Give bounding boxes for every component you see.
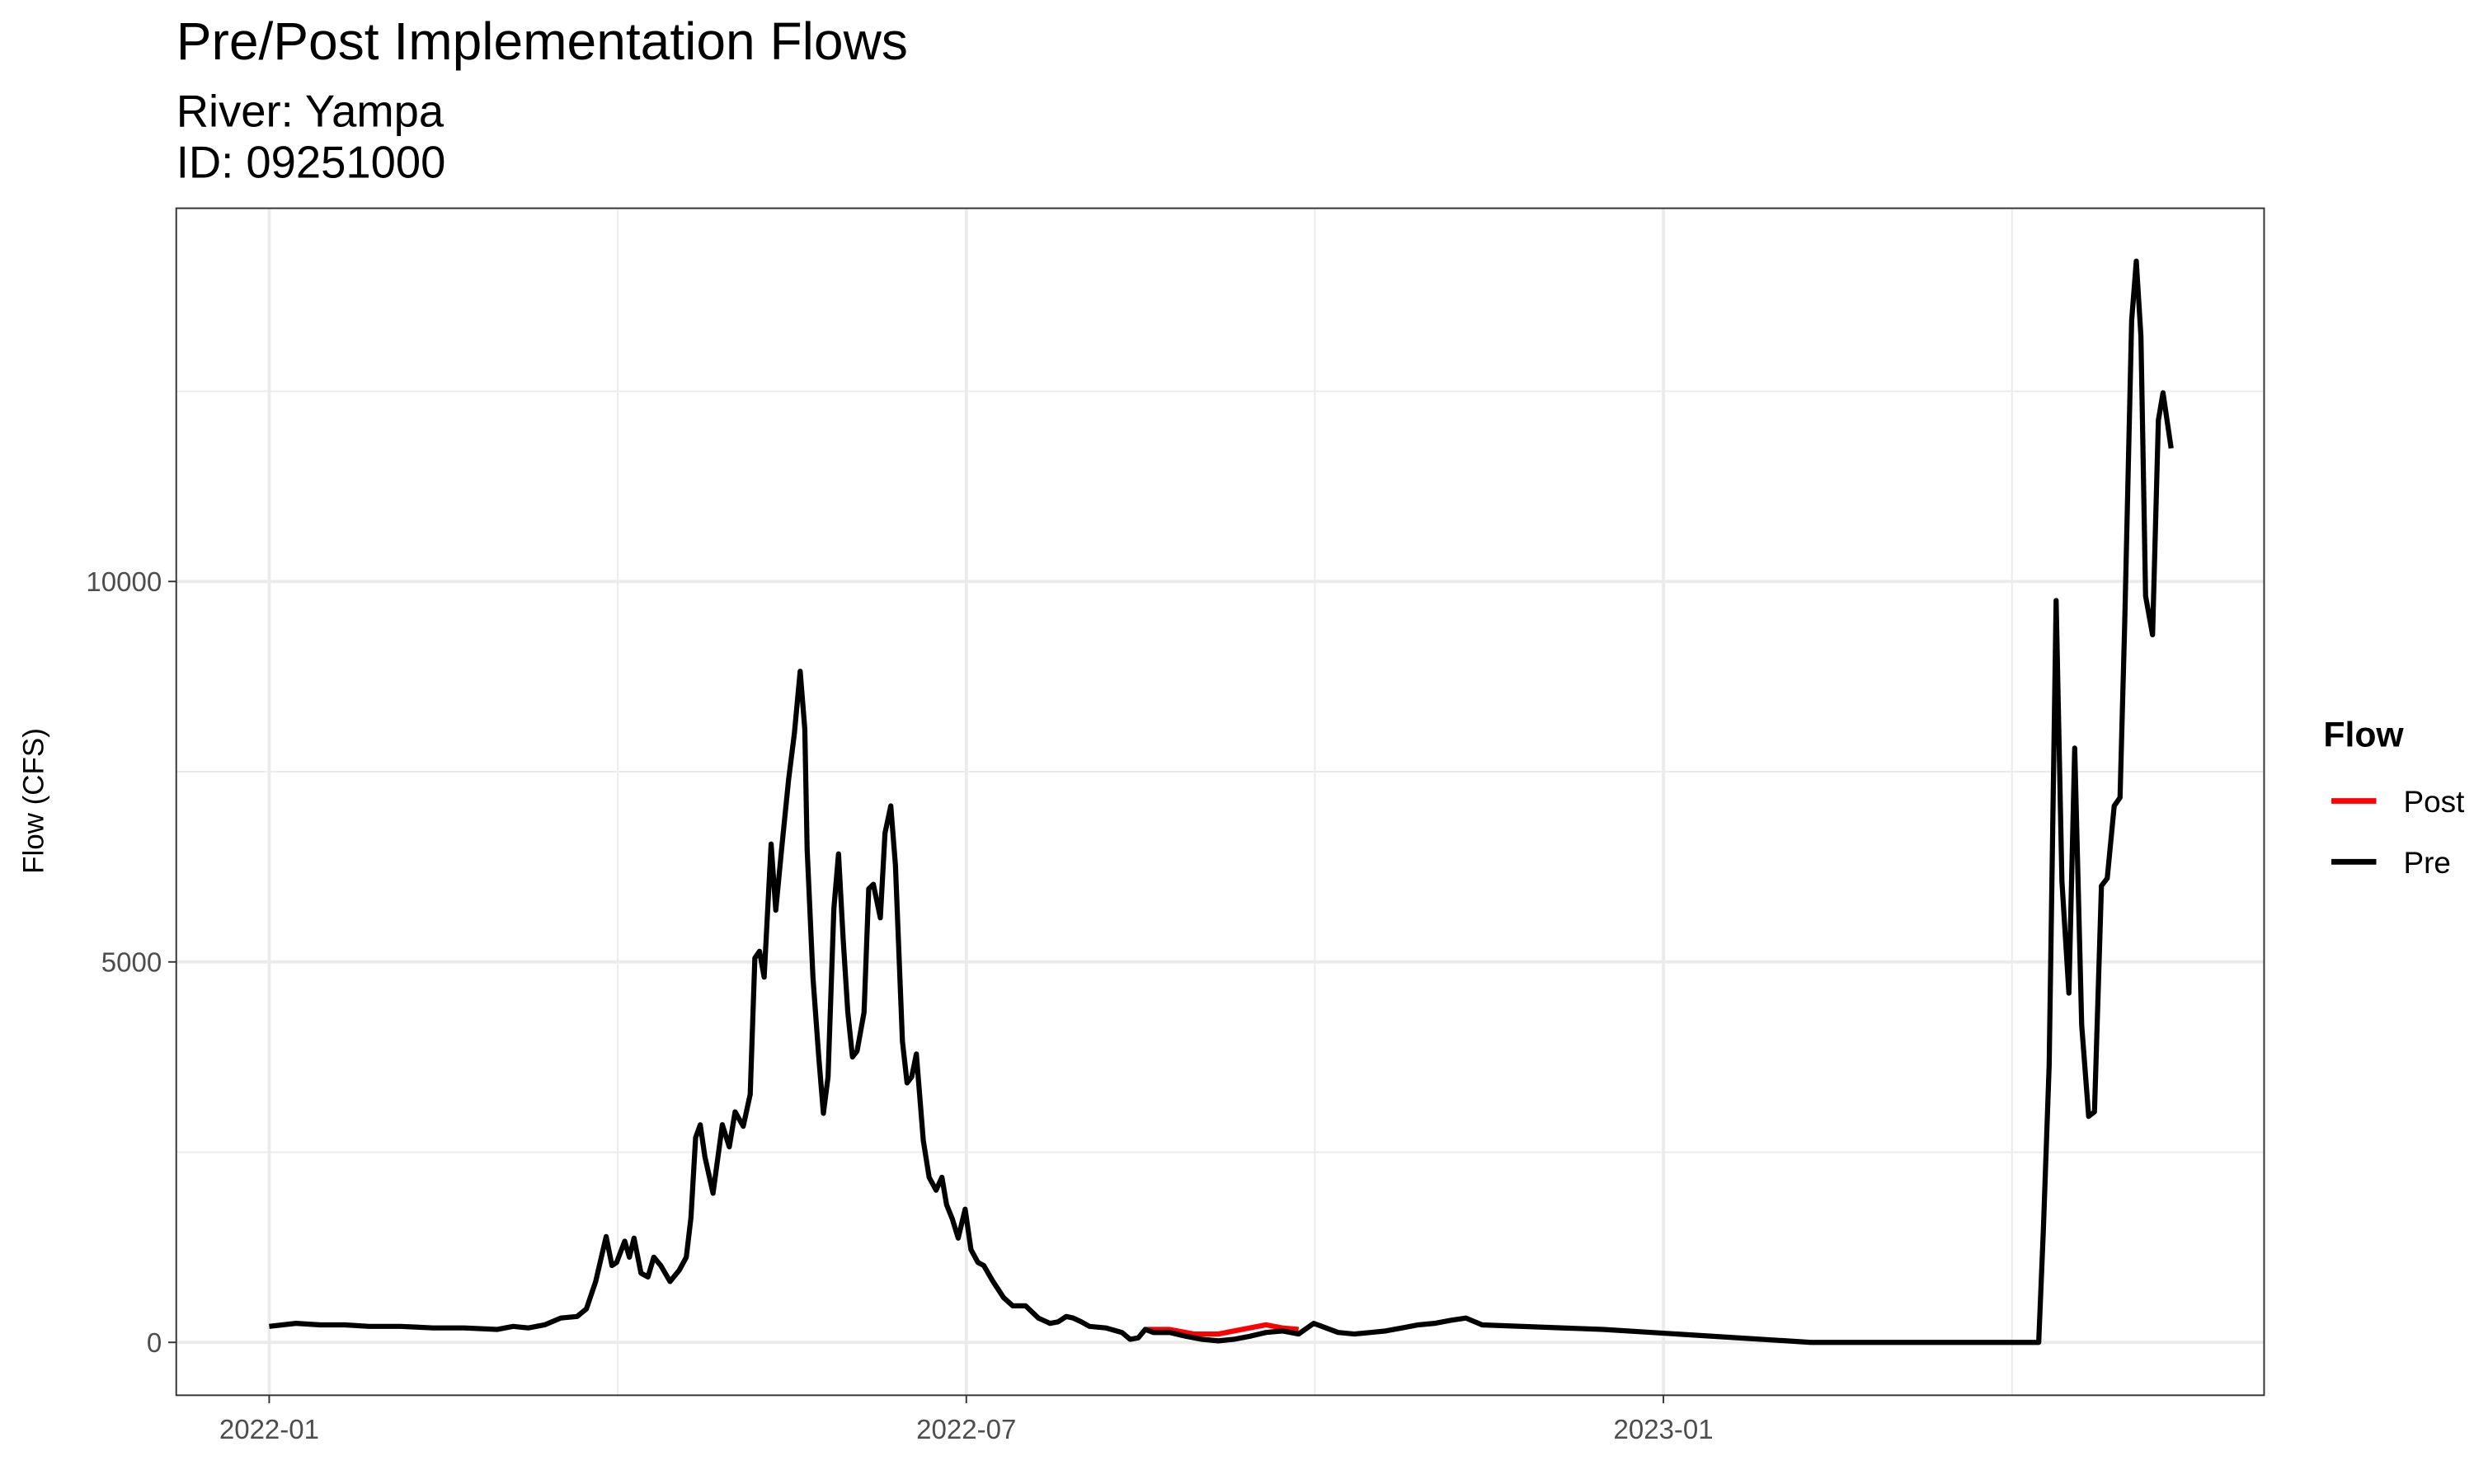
plot-background bbox=[176, 208, 2265, 1396]
x-tick-label: 2022-01 bbox=[219, 1414, 319, 1444]
chart-subtitle: ID: 09251000 bbox=[176, 138, 446, 188]
plot-border bbox=[175, 207, 2265, 1397]
y-tick-label: 5000 bbox=[101, 946, 162, 977]
series-line bbox=[269, 258, 2174, 1345]
y-tick-label: 0 bbox=[147, 1327, 162, 1358]
x-tick-label: 2023-01 bbox=[1613, 1414, 1713, 1444]
chart-subtitle: River: Yampa bbox=[176, 86, 444, 136]
y-axis-label: Flow (CFS) bbox=[17, 728, 49, 874]
chart-title: Pre/Post Implementation Flows bbox=[176, 12, 908, 71]
y-tick-label: 10000 bbox=[86, 566, 162, 597]
legend-label: Pre bbox=[2404, 846, 2451, 880]
series-line bbox=[1145, 1322, 1299, 1337]
legend-title: Flow bbox=[2323, 715, 2404, 754]
legend-label: Post bbox=[2404, 785, 2465, 819]
x-tick-label: 2022-07 bbox=[916, 1414, 1016, 1444]
